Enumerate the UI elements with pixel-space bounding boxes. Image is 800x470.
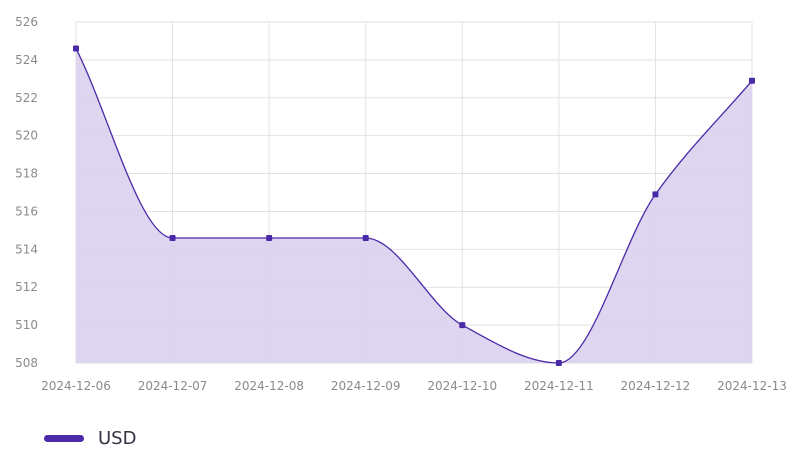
data-point: [555, 360, 562, 366]
y-tick-label: 514: [15, 242, 38, 256]
data-point: [266, 234, 273, 241]
y-tick-label: 516: [15, 204, 38, 218]
x-tick-label: 2024-12-09: [331, 379, 401, 393]
y-tick-label: 518: [15, 167, 38, 181]
data-point: [459, 322, 466, 329]
y-tick-label: 526: [15, 15, 38, 29]
y-tick-label: 522: [15, 91, 38, 105]
y-tick-label: 510: [15, 318, 38, 332]
y-tick-label: 512: [15, 280, 38, 294]
legend-label-usd: USD: [98, 428, 137, 449]
data-point: [749, 77, 755, 84]
data-point: [169, 234, 176, 241]
x-tick-label: 2024-12-10: [427, 379, 497, 393]
x-tick-label: 2024-12-06: [41, 379, 111, 393]
x-tick-label: 2024-12-08: [234, 379, 304, 393]
y-tick-label: 524: [15, 53, 38, 67]
y-tick-label: 520: [15, 129, 38, 143]
legend-swatch-usd: [44, 435, 84, 442]
area-chart: 508 510 512 514 516 518 520 522 524 526 2024-12-06…: [15, 15, 787, 393]
x-tick-label: 2024-12-12: [621, 379, 691, 393]
data-point: [652, 191, 659, 198]
series-area-usd: [76, 48, 752, 364]
legend[interactable]: USD: [44, 428, 136, 449]
x-tick-label: 2024-12-07: [138, 379, 208, 393]
x-tick-label: 2024-12-11: [524, 379, 594, 393]
data-point: [73, 45, 79, 52]
x-tick-label: 2024-12-13: [717, 379, 787, 393]
data-point: [362, 234, 369, 241]
y-tick-label: 508: [15, 356, 38, 370]
